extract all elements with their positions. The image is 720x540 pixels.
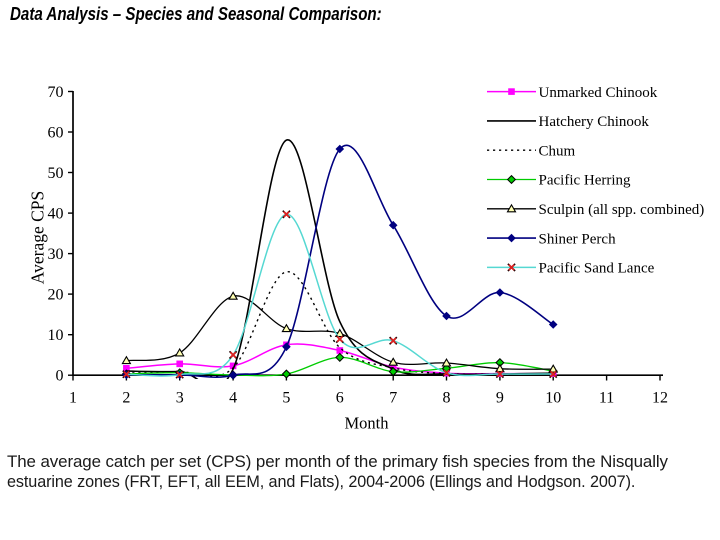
svg-text:7: 7: [389, 390, 397, 407]
svg-text:3: 3: [176, 390, 184, 407]
svg-text:10: 10: [545, 390, 561, 407]
svg-text:Average CPS: Average CPS: [28, 191, 48, 284]
svg-text:10: 10: [48, 327, 64, 344]
svg-text:11: 11: [599, 390, 614, 407]
svg-text:20: 20: [48, 287, 64, 304]
svg-text:70: 70: [48, 84, 64, 101]
svg-text:2: 2: [122, 390, 130, 407]
svg-text:Chum: Chum: [539, 143, 576, 159]
svg-text:8: 8: [443, 390, 451, 407]
svg-text:0: 0: [56, 368, 64, 385]
svg-text:Pacific Herring: Pacific Herring: [539, 173, 632, 189]
svg-text:Hatchery Chinook: Hatchery Chinook: [539, 114, 650, 130]
svg-text:Month: Month: [344, 414, 389, 433]
svg-text:30: 30: [48, 246, 64, 263]
svg-text:60: 60: [48, 124, 64, 141]
svg-text:4: 4: [229, 390, 237, 407]
svg-text:50: 50: [48, 165, 64, 182]
svg-text:Shiner Perch: Shiner Perch: [539, 231, 617, 247]
svg-text:Unmarked Chinook: Unmarked Chinook: [539, 85, 658, 101]
svg-text:Sculpin (all spp. combined): Sculpin (all spp. combined): [539, 202, 705, 218]
svg-text:1: 1: [69, 390, 77, 407]
svg-text:40: 40: [48, 206, 64, 223]
svg-text:12: 12: [652, 390, 668, 407]
svg-text:Pacific Sand Lance: Pacific Sand Lance: [539, 261, 655, 277]
svg-text:5: 5: [282, 390, 290, 407]
svg-text:6: 6: [336, 390, 344, 407]
svg-text:9: 9: [496, 390, 504, 407]
